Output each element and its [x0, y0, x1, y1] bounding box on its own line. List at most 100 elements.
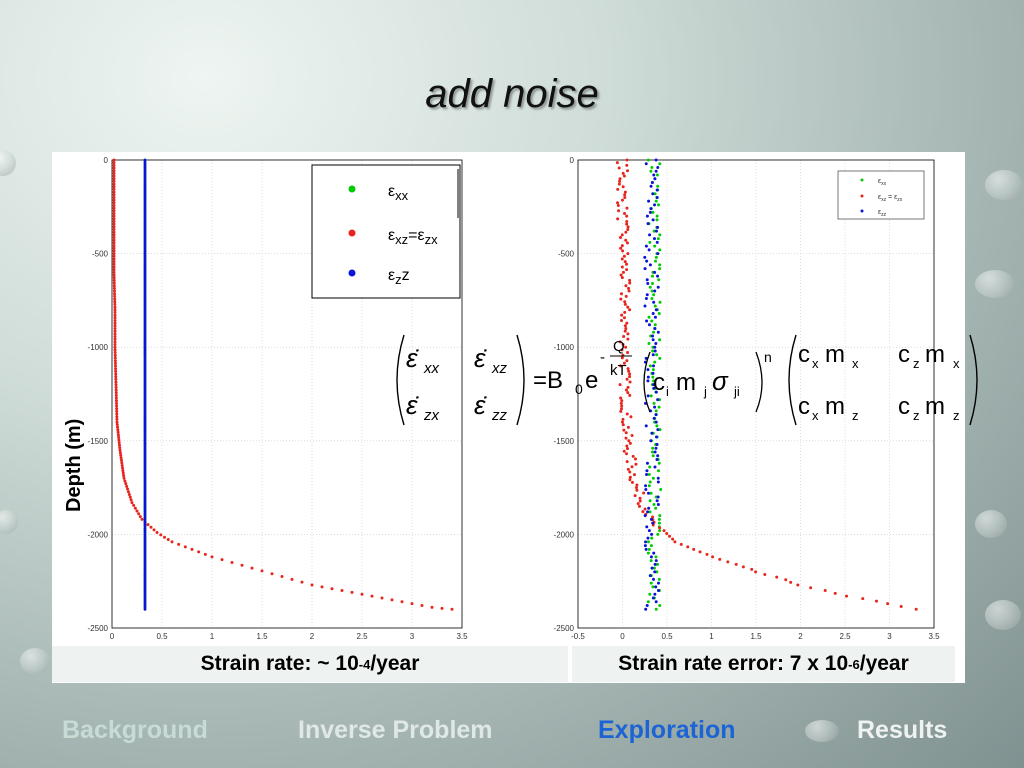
point-xz: [400, 600, 404, 604]
nav-inverse-problem[interactable]: Inverse Problem: [298, 716, 493, 744]
point-xx: [648, 480, 652, 484]
point-xz: [112, 198, 116, 202]
point-zz: [656, 480, 660, 484]
point-zz: [653, 465, 657, 469]
point-xz: [113, 310, 117, 314]
point-xz: [170, 540, 174, 544]
point-xx: [654, 607, 658, 611]
point-xx: [652, 566, 656, 570]
point-zz: [654, 308, 658, 312]
point-xz: [626, 228, 630, 232]
point-xz: [628, 393, 632, 397]
point-zz: [651, 371, 655, 375]
right-marks: [615, 158, 918, 611]
point-xx: [647, 472, 651, 476]
point-zz: [656, 165, 660, 169]
point-xx: [650, 319, 654, 323]
legend-sub-zz: z: [402, 267, 410, 284]
point-xz: [620, 265, 624, 269]
point-xz: [112, 228, 116, 232]
point-zz: [648, 574, 652, 578]
point-xz: [270, 572, 274, 576]
point-xz: [899, 604, 903, 608]
point-xz: [390, 598, 394, 602]
left-ticks: 0 0.5 1 1.5 2 2.5 3 3.5 0 -500 -1000 -1500 -2000 -250…: [88, 156, 469, 641]
page-title: add noise: [425, 72, 599, 116]
point-xx: [652, 502, 656, 506]
nav-results[interactable]: Results: [857, 716, 948, 744]
point-xx: [653, 244, 657, 248]
m22-msub: z: [953, 408, 960, 423]
point-xz: [112, 158, 116, 162]
m22-c: c: [898, 393, 910, 420]
point-xz: [130, 501, 134, 505]
x-tick-label: -0.5: [571, 632, 585, 641]
point-xz: [618, 340, 622, 344]
point-xz: [114, 367, 118, 371]
legend-sub-xz: xz: [395, 232, 408, 247]
point-xz: [886, 602, 890, 606]
point-xz: [114, 391, 118, 395]
point-zz: [653, 405, 657, 409]
point-zz: [645, 278, 649, 282]
point-xz: [623, 190, 627, 194]
right-grid: [577, 159, 935, 629]
point-zz: [656, 330, 660, 334]
point-xz: [625, 206, 629, 210]
point-zz: [654, 413, 658, 417]
point-xx: [655, 570, 659, 574]
point-xz: [177, 542, 181, 546]
point-xz: [113, 359, 117, 363]
point-xx: [652, 379, 656, 383]
point-xz: [623, 302, 627, 306]
point-xz: [113, 321, 117, 325]
point-zz: [647, 506, 651, 510]
point-xx: [649, 559, 653, 563]
legend-text-xz: εxz=εzx: [388, 227, 438, 247]
point-zz: [654, 446, 658, 450]
point-xz: [112, 238, 116, 242]
point-xz: [115, 407, 119, 411]
lhs-11: xx: [423, 360, 440, 377]
point-zz: [655, 188, 659, 192]
nav-exploration[interactable]: Exploration: [598, 716, 736, 744]
point-xx: [648, 499, 652, 503]
point-xx: [650, 297, 654, 301]
point-xz: [117, 438, 121, 442]
m21-sub: x: [812, 408, 819, 423]
point-xx: [652, 229, 656, 233]
point-xz: [112, 193, 116, 197]
right-caption-text: Strain rate error: 7 x 10: [618, 652, 849, 675]
y-tick-label: -500: [558, 250, 575, 259]
point-xz: [624, 230, 628, 234]
point-xx: [651, 454, 655, 458]
point-xz: [622, 428, 626, 432]
point-zz: [643, 267, 647, 271]
point-zz: [649, 439, 653, 443]
right-legend-xx: εxx: [878, 178, 887, 187]
point-zz: [651, 312, 655, 316]
point-zz: [654, 169, 658, 173]
mid-sigma: σ: [712, 366, 729, 396]
point-xz: [113, 332, 117, 336]
point-xz: [625, 214, 629, 218]
point-zz: [143, 607, 147, 611]
point-xz: [624, 431, 628, 435]
point-xz: [754, 570, 758, 574]
point-xz: [620, 420, 624, 424]
m12-c: c: [898, 341, 910, 368]
mid-i: i: [666, 384, 669, 399]
point-xz: [113, 348, 117, 352]
point-xz: [152, 528, 156, 532]
point-xz: [718, 557, 722, 561]
point-zz: [644, 487, 648, 491]
m11-msub: x: [852, 356, 859, 371]
point-xz: [636, 502, 640, 506]
nav-background[interactable]: Background: [62, 716, 208, 744]
point-zz: [654, 390, 658, 394]
point-zz: [645, 293, 649, 297]
m11-c: c: [798, 341, 810, 368]
point-xx: [647, 547, 651, 551]
point-xz: [114, 377, 118, 381]
point-zz: [653, 177, 657, 181]
